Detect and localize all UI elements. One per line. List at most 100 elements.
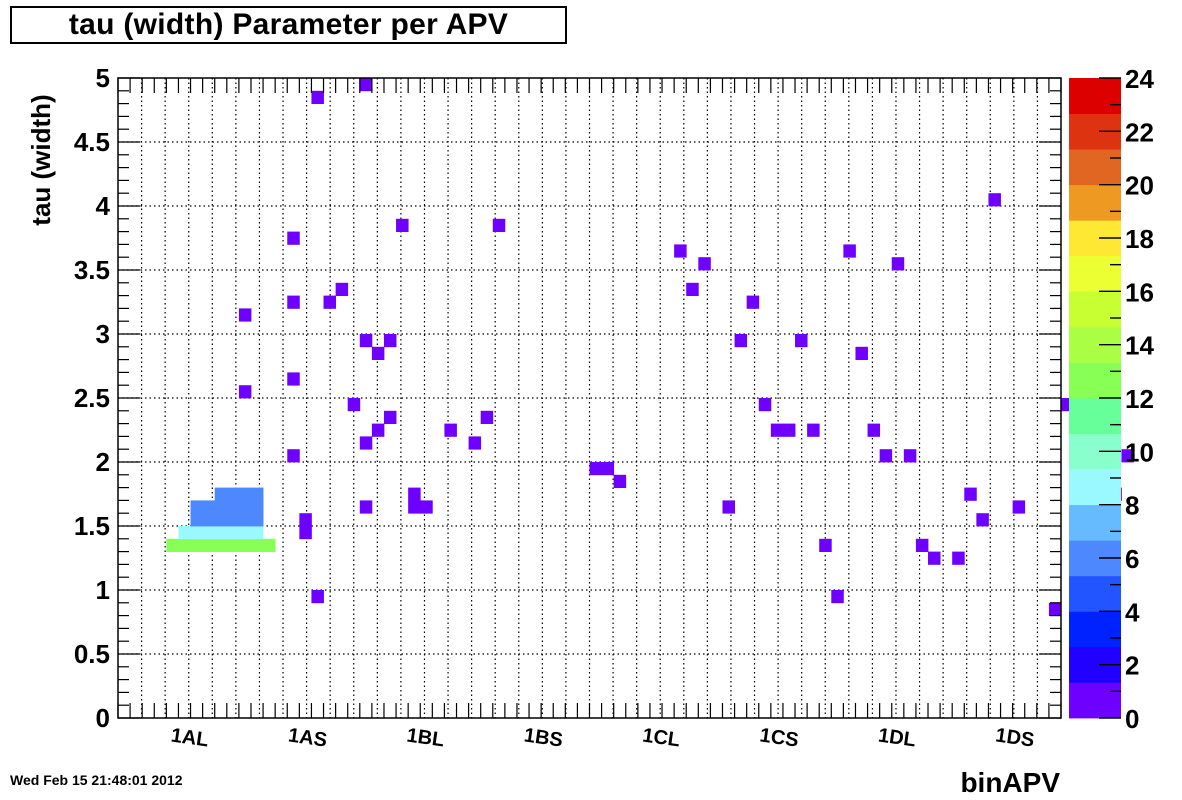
y-tick-label: 2.5 <box>74 383 110 413</box>
heatmap-cell <box>323 295 337 309</box>
y-axis-label: tau (width) <box>26 94 56 225</box>
heatmap-cell <box>915 538 929 552</box>
palette-segment <box>1069 291 1121 328</box>
heatmap-cell <box>226 487 240 501</box>
heatmap-cell <box>202 500 216 514</box>
heatmap-cell <box>686 282 699 296</box>
heatmap-cell <box>178 526 191 540</box>
heatmap-cell <box>831 590 844 604</box>
y-tick-label: 0 <box>96 703 110 733</box>
palette-segment <box>1069 255 1121 292</box>
palette-tick-label: 10 <box>1125 437 1154 467</box>
palette-tick-label: 2 <box>1125 651 1139 681</box>
heatmap-cell <box>1121 449 1134 463</box>
heatmap-cell <box>746 295 760 309</box>
x-tick-label: 1BS <box>523 724 565 751</box>
heatmap-cell <box>202 526 216 540</box>
heatmap-cell <box>480 410 494 424</box>
heatmap-cell <box>214 513 228 527</box>
heatmap-cell <box>202 538 216 552</box>
heatmap-cell <box>190 500 204 514</box>
heatmap-cell <box>843 244 856 258</box>
heatmap-cell <box>226 526 240 540</box>
heatmap-cell <box>311 90 324 104</box>
heatmap-cell <box>238 526 252 540</box>
heatmap-cell <box>263 538 276 552</box>
heatmap-cell <box>396 218 409 232</box>
y-tick-label: 1 <box>96 575 110 605</box>
heatmap-cell <box>335 282 349 296</box>
heatmap-cell <box>190 538 204 552</box>
heatmap-cell <box>903 449 917 463</box>
palette-tick-label: 14 <box>1125 331 1154 361</box>
heatmap-cell <box>867 423 881 437</box>
palette-tick-label: 24 <box>1125 64 1154 94</box>
heatmap-cell <box>976 513 989 527</box>
heatmap-cell <box>1012 500 1026 514</box>
palette-segment <box>1069 611 1121 648</box>
y-tick-label: 3 <box>96 319 110 349</box>
heatmap-cell <box>795 334 808 348</box>
palette-segment <box>1069 149 1121 186</box>
heatmap-cell <box>589 462 602 476</box>
x-tick-label: 1CL <box>641 725 681 752</box>
palette-segment <box>1069 362 1121 399</box>
x-tick-label: 1CS <box>758 724 800 751</box>
heatmap-cell <box>879 449 893 463</box>
heatmap-cell <box>238 538 252 552</box>
heatmap-cell <box>311 590 324 604</box>
heatmap-cell <box>807 423 820 437</box>
heatmap-cell <box>492 218 506 232</box>
heatmap-cell <box>238 385 252 399</box>
heatmap-cell <box>770 423 784 437</box>
heatmap-cell <box>371 346 385 360</box>
heatmap-cell <box>226 500 240 514</box>
palette-segment <box>1069 575 1121 612</box>
palette-tick-label: 0 <box>1125 704 1139 734</box>
heatmap-cell <box>214 538 228 552</box>
palette-segment <box>1069 78 1121 114</box>
heatmap-cell <box>226 513 240 527</box>
heatmap-cell <box>819 538 832 552</box>
heatmap-cell <box>238 513 252 527</box>
heatmap-cell <box>166 538 179 552</box>
heatmap-cell <box>299 513 312 527</box>
heatmap-cell <box>758 398 772 412</box>
heatmap-cell <box>250 487 264 501</box>
heatmap-cell <box>287 372 300 386</box>
x-tick-label: 1AS <box>287 724 329 751</box>
heatmap-cell <box>952 551 965 565</box>
heatmap-cell <box>988 193 1001 207</box>
y-tick-label: 2 <box>96 447 110 477</box>
heatmap-cell <box>383 410 397 424</box>
y-tick-label: 1.5 <box>74 511 110 541</box>
palette-segment <box>1069 504 1121 541</box>
heatmap-cell <box>601 462 615 476</box>
heatmap-cell <box>420 500 433 514</box>
palette-segment <box>1069 398 1121 434</box>
heatmap-cell <box>444 423 457 437</box>
palette-tick-label: 18 <box>1125 224 1154 254</box>
heatmap-cell <box>359 78 373 92</box>
heatmap-cell <box>347 398 361 412</box>
palette-tick-label: 4 <box>1125 597 1140 627</box>
heatmap-cell <box>371 423 385 437</box>
heatmap-cell <box>226 538 240 552</box>
heatmap-cell <box>1048 602 1062 616</box>
heatmap-cell <box>891 257 905 271</box>
heatmap-cell <box>214 526 228 540</box>
heatmap-cell <box>299 526 312 540</box>
palette-segment <box>1069 682 1121 719</box>
heatmap-cell <box>287 231 300 245</box>
heatmap-cell <box>178 538 191 552</box>
y-tick-label: 5 <box>96 63 110 93</box>
palette-tick-label: 16 <box>1125 277 1154 307</box>
y-tick-label: 3.5 <box>74 255 110 285</box>
heatmap-cell <box>214 487 228 501</box>
heatmap-cell <box>250 513 264 527</box>
palette-tick-label: 20 <box>1125 171 1154 201</box>
timestamp: Wed Feb 15 21:48:01 2012 <box>10 772 183 788</box>
palette-tick-label: 12 <box>1125 384 1154 414</box>
heatmap-cell <box>287 449 300 463</box>
